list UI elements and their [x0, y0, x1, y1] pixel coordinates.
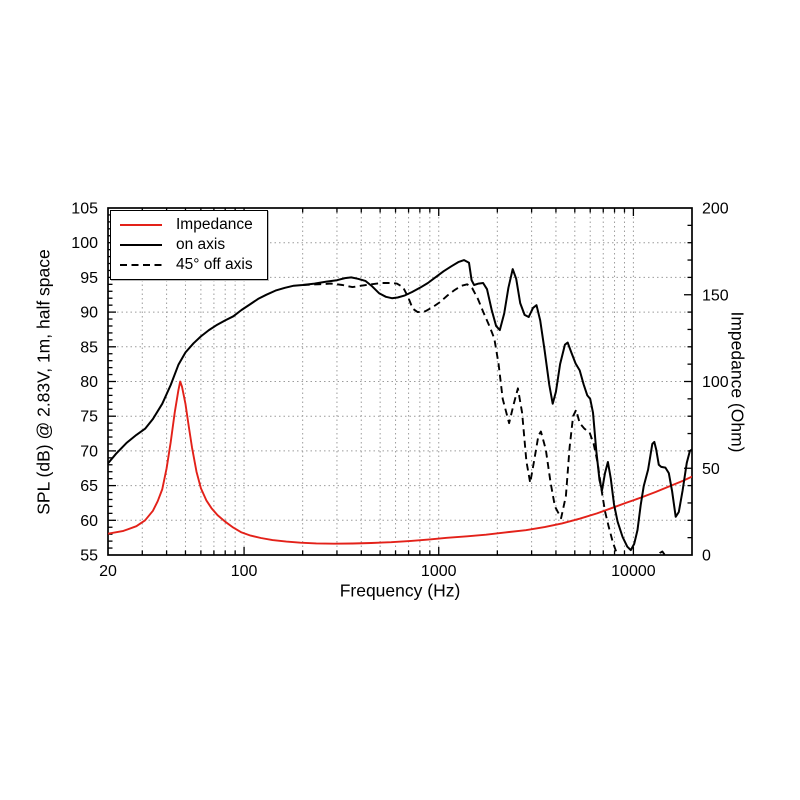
legend-label: on axis — [176, 236, 226, 253]
tick-label-y-right: 200 — [702, 201, 729, 218]
impedance-curve — [108, 380, 692, 545]
legend-line-sample — [120, 243, 162, 246]
tick-label-y-right: 150 — [702, 287, 729, 304]
tick-label-y-right: 50 — [702, 461, 720, 478]
tick-label-y-left: 95 — [80, 270, 98, 287]
tick-label-y-left: 100 — [71, 235, 98, 252]
legend-line-sample — [120, 223, 162, 226]
legend-line-sample — [120, 263, 162, 266]
x-axis-label: Frequency (Hz) — [339, 580, 461, 601]
tick-labels: 55 60 65 70 75 80 85 90 95 100 105 0 50 100 150 200 20 10… — [71, 201, 729, 581]
legend-item-impedance: Impedance — [120, 216, 253, 233]
tick-label-y-left: 80 — [80, 374, 98, 391]
tick-label-y-left: 65 — [80, 478, 98, 495]
tick-label-y-left: 85 — [80, 339, 98, 356]
gridlines — [108, 208, 692, 555]
legend-item-45-off-axis: 45° off axis — [120, 256, 253, 273]
tick-label-y-right: 0 — [702, 548, 711, 565]
legend: Impedance on axis 45° off axis — [110, 210, 268, 280]
tick-label-x: 20 — [99, 563, 117, 580]
tick-label-x: 100 — [231, 563, 258, 580]
tick-label-x: 1000 — [421, 563, 457, 580]
on-axis-curve — [108, 259, 692, 552]
tick-label-y-right: 100 — [702, 374, 729, 391]
y-axis-label-left: SPL (dB) @ 2.83V, 1m, half space — [33, 249, 54, 515]
tick-label-y-left: 55 — [80, 548, 98, 565]
legend-item-on-axis: on axis — [120, 236, 253, 253]
tick-label-y-left: 90 — [80, 305, 98, 322]
tick-label-y-left: 75 — [80, 409, 98, 426]
legend-label: 45° off axis — [176, 256, 253, 273]
tick-label-y-left: 60 — [80, 513, 98, 530]
axis-ticks — [108, 208, 692, 555]
legend-label: Impedance — [176, 216, 253, 233]
tick-label-y-left: 70 — [80, 443, 98, 460]
y-axis-label-right: Impedance (Ohm) — [727, 311, 748, 453]
off-axis-curve — [302, 282, 666, 555]
tick-label-x: 10000 — [611, 563, 656, 580]
series-curves — [108, 259, 692, 555]
tick-label-y-left: 105 — [71, 201, 98, 218]
